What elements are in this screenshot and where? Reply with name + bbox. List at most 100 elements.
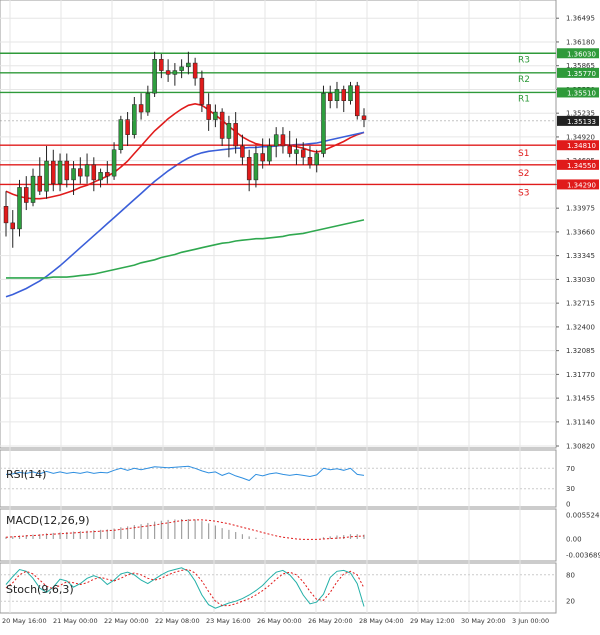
x-axis-label: 22 May 08:00 <box>155 617 200 625</box>
candle-body <box>206 104 211 120</box>
pivot-level-name: S3 <box>518 188 529 198</box>
candle-body <box>334 89 340 102</box>
rsi-y-tick-label: 30 <box>566 485 575 493</box>
candle-body <box>219 111 225 139</box>
candle-body <box>307 157 313 166</box>
x-axis-label: 21 May 00:00 <box>53 617 98 625</box>
macd-title: MACD(12,26,9) <box>6 514 90 527</box>
candle-body <box>321 92 326 154</box>
candle-body <box>186 62 191 68</box>
price-y-tick-label: 1.33660 <box>566 228 595 236</box>
candle-body <box>105 172 110 177</box>
price-y-tick-label: 1.33345 <box>566 252 595 260</box>
price-y-tick-label: 1.32085 <box>566 347 595 355</box>
candle-body <box>260 153 265 162</box>
rsi-panel-frame <box>0 449 557 508</box>
candle-body <box>84 164 90 177</box>
price-y-tick-label: 1.32400 <box>566 323 595 331</box>
macd-y-tick-label: 0.00 <box>566 535 582 543</box>
candle-body <box>341 89 346 102</box>
x-axis-label: 26 May 00:00 <box>257 617 302 625</box>
candle-body <box>17 187 22 230</box>
pivot-level-name: R3 <box>518 55 530 65</box>
price-y-tick-label: 1.30820 <box>566 443 595 451</box>
pivot-level-price-box <box>557 67 599 78</box>
x-axis-label: 23 May 16:00 <box>206 617 251 625</box>
x-axis-label: 22 May 00:00 <box>104 617 149 625</box>
pivot-level-name: R1 <box>518 94 530 104</box>
candle-body <box>361 115 367 120</box>
candle-body <box>165 70 171 75</box>
x-axis-label: 29 May 12:00 <box>410 617 455 625</box>
pivot-level-name: S2 <box>518 169 529 179</box>
candle-body <box>118 119 124 150</box>
candle-body <box>3 206 9 224</box>
candle-body <box>44 160 49 192</box>
candle-body <box>145 92 151 113</box>
price-y-tick-label: 1.34920 <box>566 133 595 141</box>
candle-body <box>273 134 279 147</box>
pivot-level-name: S1 <box>518 149 529 159</box>
moving-average-line <box>5 102 365 200</box>
candle-body <box>246 157 252 181</box>
candle-body <box>300 149 306 158</box>
candle-body <box>98 172 103 181</box>
candle-body <box>71 168 76 181</box>
candle-body <box>294 149 299 154</box>
price-y-tick-label: 1.36495 <box>566 15 595 23</box>
candle-body <box>226 123 232 139</box>
pivot-level-price-label: 1.35510 <box>567 89 596 97</box>
stoch-y-tick-label: 20 <box>566 598 575 606</box>
x-axis-label: 28 May 04:00 <box>359 617 404 625</box>
macd-y-tick-label: 0.005524 <box>566 512 600 520</box>
candle-body <box>327 92 333 102</box>
pivot-level-price-box <box>557 179 599 190</box>
price-y-tick-label: 1.33975 <box>566 205 595 213</box>
candle-body <box>37 175 43 192</box>
candle-body <box>125 119 130 135</box>
candle-body <box>314 153 319 166</box>
pivot-level-name: R2 <box>518 75 530 85</box>
x-axis-label: 20 May 16:00 <box>2 617 47 625</box>
candle-body <box>132 104 137 135</box>
candle-body <box>348 85 353 102</box>
price-y-tick-label: 1.32715 <box>566 300 595 308</box>
candle-body <box>213 111 218 120</box>
candle-body <box>111 149 117 177</box>
candle-body <box>51 160 56 184</box>
candle-body <box>280 134 286 147</box>
stoch-y-tick-label: 80 <box>566 571 575 579</box>
candle-body <box>64 160 70 181</box>
pivot-level-price-label: 1.35770 <box>567 70 596 78</box>
candle-body <box>179 66 184 71</box>
pivot-level-price-label: 1.34810 <box>567 142 596 150</box>
candle-body <box>354 85 360 117</box>
pivot-level-price-label: 1.34290 <box>567 181 596 189</box>
price-y-tick-label: 1.31140 <box>566 418 595 426</box>
x-axis-label: 30 May 20:00 <box>461 617 506 625</box>
rsi-y-tick-label: 70 <box>566 465 575 473</box>
price-y-tick-label: 1.33030 <box>566 276 595 284</box>
pivot-level-price-box <box>557 48 599 59</box>
candle-body <box>287 145 292 154</box>
pivot-level-price-box <box>557 140 599 151</box>
candle-body <box>233 123 238 147</box>
rsi-title: RSI(14) <box>6 468 46 481</box>
current-price-box <box>557 115 599 126</box>
current-price-label: 1.35133 <box>567 118 596 126</box>
candle-body <box>30 175 36 203</box>
candle-body <box>91 164 97 181</box>
price-y-tick-label: 1.35235 <box>566 110 595 118</box>
stoch-title: Stoch(9,6,3) <box>6 583 74 596</box>
candle-body <box>10 222 16 230</box>
candle-body <box>24 187 29 203</box>
stoch-d-line <box>5 568 365 607</box>
moving-average-line <box>6 219 365 279</box>
pivot-level-price-box <box>557 87 599 98</box>
candle-body <box>172 70 178 75</box>
candle-body <box>240 145 245 158</box>
candle-body <box>267 145 272 162</box>
stoch-panel-frame <box>0 562 557 614</box>
